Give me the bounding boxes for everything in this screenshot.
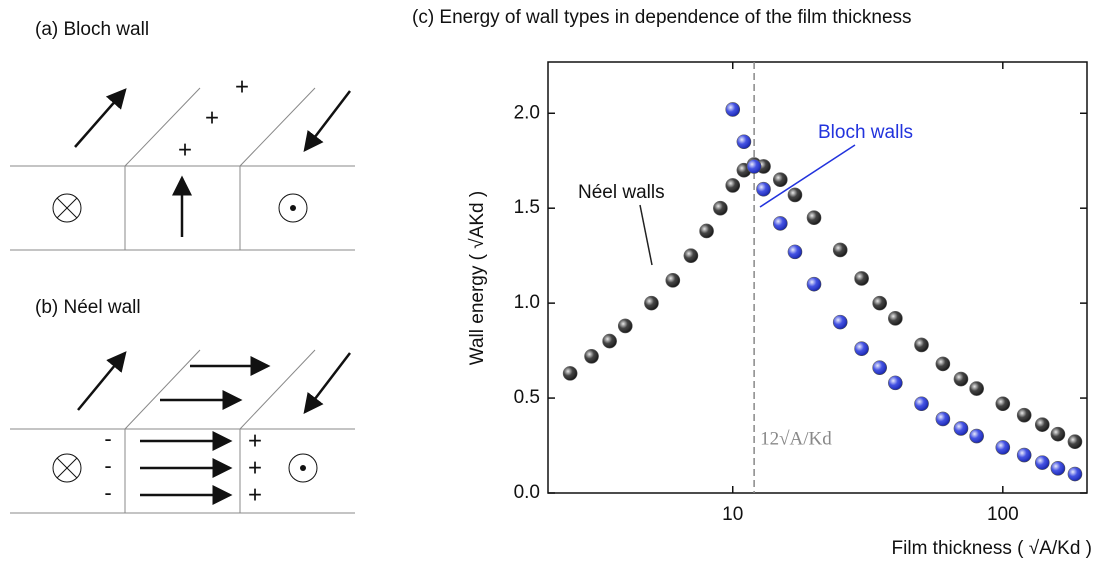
- charge: +: [235, 73, 249, 100]
- data-point-shine: [914, 337, 929, 352]
- y-tick-label: 2.0: [514, 102, 540, 123]
- data-point-shine: [888, 311, 903, 326]
- data-point-shine: [807, 277, 822, 292]
- legend-label: Néel walls: [578, 182, 665, 203]
- data-point-shine: [854, 341, 869, 356]
- chart: 0.0 0.5 1.0 1.5 2.0 10 100 12√A/Kd Film thicknes…: [467, 61, 1092, 559]
- data-point-shine: [618, 318, 633, 333]
- data-point-shine: [725, 178, 740, 193]
- data-point-shine: [756, 182, 771, 197]
- panel-title: (a) Bloch wall: [35, 19, 149, 40]
- data-point-shine: [584, 349, 599, 364]
- data-point-shine: [773, 172, 788, 187]
- data-point-shine: [787, 244, 802, 259]
- charge: +: [248, 454, 262, 481]
- data-point-shine: [644, 296, 659, 311]
- charge: -: [104, 453, 111, 478]
- x-tick-label: 10: [722, 504, 743, 525]
- data-point-shine: [747, 159, 762, 174]
- data-point-shine: [872, 296, 887, 311]
- data-point-shine: [1017, 448, 1032, 463]
- data-point-shine: [1067, 467, 1082, 482]
- charge: -: [104, 426, 111, 451]
- charge: -: [104, 480, 111, 505]
- data-point-shine: [736, 134, 751, 149]
- y-axis-label: Wall energy ( √AKd ): [467, 191, 488, 365]
- data-point-shine: [725, 102, 740, 117]
- legend-pointer: [639, 204, 653, 266]
- data-point-shine: [914, 396, 929, 411]
- panel-title: (b) Néel wall: [35, 297, 141, 318]
- y-tick-label: 1.0: [514, 292, 540, 313]
- charge: +: [248, 481, 262, 508]
- data-point-shine: [773, 216, 788, 231]
- data-point-shine: [854, 271, 869, 286]
- data-point-shine: [787, 187, 802, 202]
- data-point-shine: [935, 411, 950, 426]
- y-tick-label: 0.5: [514, 387, 540, 408]
- data-point-shine: [1050, 427, 1065, 442]
- data-point-shine: [1017, 408, 1032, 423]
- data-point-shine: [872, 360, 887, 375]
- data-point-shine: [1035, 455, 1050, 470]
- y-tick-label: 0.0: [514, 482, 540, 503]
- data-point-shine: [563, 366, 578, 381]
- data-point-shine: [995, 440, 1010, 455]
- data-point-shine: [833, 315, 848, 330]
- data-point-shine: [683, 248, 698, 263]
- data-point-shine: [713, 201, 728, 216]
- data-point-shine: [699, 223, 714, 238]
- data-point-shine: [665, 273, 680, 288]
- data-point-shine: [888, 375, 903, 390]
- y-tick-label: 1.5: [514, 197, 540, 218]
- data-point-shine: [953, 372, 968, 387]
- data-point-shine: [1050, 461, 1065, 476]
- data-point-shine: [969, 429, 984, 444]
- plot-frame: [547, 61, 1088, 494]
- data-point-shine: [969, 381, 984, 396]
- data-point-shine: [807, 210, 822, 225]
- data-point-shine: [953, 421, 968, 436]
- data-point-shine: [935, 356, 950, 371]
- charge: +: [248, 427, 262, 454]
- reference-label: 12√A/Kd: [760, 428, 832, 449]
- data-point-shine: [1035, 417, 1050, 432]
- diagram-a: (a) Bloch wall + + +: [10, 19, 355, 251]
- x-axis-label: Film thickness ( √A/Kd ): [892, 538, 1092, 559]
- data-point-shine: [602, 334, 617, 349]
- data-point-shine: [833, 242, 848, 257]
- data-point-shine: [995, 396, 1010, 411]
- data-point-shine: [1067, 434, 1082, 449]
- charge: +: [205, 104, 219, 131]
- legend-label: Bloch walls: [818, 122, 913, 143]
- x-tick-label: 100: [987, 504, 1019, 525]
- charge: +: [178, 136, 192, 163]
- legend-pointer: [759, 144, 856, 208]
- diagram-b: (b) Néel wall - - - + + +: [10, 297, 355, 514]
- chart-title: (c) Energy of wall types in dependence o…: [412, 7, 912, 28]
